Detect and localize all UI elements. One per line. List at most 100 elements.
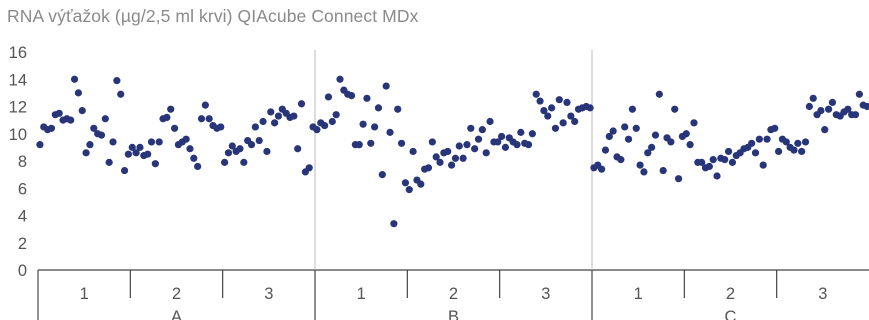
data-point <box>228 142 236 150</box>
data-point <box>186 145 194 153</box>
data-point <box>651 131 660 139</box>
data-point <box>136 143 144 151</box>
data-point <box>640 168 648 176</box>
data-point <box>259 117 267 126</box>
data-point <box>609 127 617 135</box>
data-point <box>482 149 490 157</box>
data-point <box>451 154 460 162</box>
data-point <box>863 102 869 111</box>
data-point <box>432 153 440 161</box>
data-point <box>494 138 502 146</box>
subgroup-label: 1 <box>634 285 643 303</box>
data-point <box>144 150 152 158</box>
data-point <box>70 75 79 83</box>
data-point <box>332 111 340 119</box>
data-point <box>844 105 852 113</box>
data-point <box>401 179 410 187</box>
data-point <box>855 90 863 98</box>
data-point <box>674 175 683 183</box>
data-point <box>124 150 133 158</box>
group-label: A <box>171 308 182 320</box>
data-point <box>436 158 444 166</box>
data-point <box>120 166 129 175</box>
data-point <box>555 96 563 104</box>
y-tick-label: 4 <box>18 208 27 226</box>
data-point <box>567 112 575 120</box>
data-point <box>759 161 767 169</box>
data-point <box>698 158 706 166</box>
data-point <box>290 112 298 120</box>
data-point <box>409 147 417 156</box>
data-point <box>347 92 356 100</box>
data-point <box>405 186 413 194</box>
data-point <box>447 161 456 169</box>
data-point <box>517 128 525 136</box>
y-tick-label: 2 <box>18 235 27 253</box>
data-point <box>117 90 125 98</box>
data-points <box>36 75 869 228</box>
group-label: C <box>725 308 737 320</box>
data-point <box>90 124 98 132</box>
data-point <box>224 149 233 157</box>
data-point <box>763 135 771 143</box>
data-point <box>197 115 206 123</box>
data-point <box>240 158 248 166</box>
data-point <box>382 82 390 90</box>
data-point <box>247 141 256 149</box>
data-point <box>682 130 690 138</box>
data-point <box>201 101 209 109</box>
data-point <box>667 138 675 146</box>
data-point <box>386 128 394 136</box>
data-point <box>748 139 756 147</box>
data-point <box>378 171 386 179</box>
data-point <box>205 115 213 123</box>
data-point <box>374 104 383 112</box>
data-point <box>305 164 313 172</box>
data-point <box>601 146 610 154</box>
subgroup-label: 2 <box>449 285 458 303</box>
data-point <box>67 116 75 124</box>
data-point <box>794 139 802 147</box>
data-point <box>444 147 452 156</box>
data-point <box>147 138 156 146</box>
data-point <box>709 156 717 164</box>
data-point <box>151 160 159 168</box>
data-point <box>478 126 486 134</box>
data-point <box>501 143 510 151</box>
group-label: B <box>448 308 459 320</box>
data-point <box>825 105 833 113</box>
data-point <box>728 158 737 166</box>
data-point <box>705 162 713 171</box>
data-point <box>817 106 825 115</box>
data-point <box>513 141 521 149</box>
data-point <box>182 135 190 143</box>
data-point <box>471 145 479 153</box>
data-point <box>540 106 548 115</box>
data-point <box>36 141 44 149</box>
y-tick-label: 10 <box>9 126 27 144</box>
data-point <box>771 124 779 132</box>
data-point <box>363 94 371 102</box>
chart-title: RNA výťažok (µg/2,5 ml krvi) QIAcube Con… <box>7 6 419 26</box>
data-point <box>724 147 733 156</box>
data-point <box>551 124 560 132</box>
data-point <box>194 162 202 171</box>
data-point <box>851 111 860 119</box>
data-point <box>267 108 275 116</box>
data-point <box>586 104 594 112</box>
data-point <box>497 132 506 141</box>
data-point <box>755 135 763 143</box>
data-point <box>297 100 306 108</box>
data-point <box>559 119 567 127</box>
data-point <box>474 135 483 143</box>
data-point <box>367 139 375 147</box>
data-point <box>528 130 536 138</box>
data-point <box>390 220 398 228</box>
subgroup-label: 2 <box>172 285 181 303</box>
data-point <box>536 97 544 105</box>
y-tick-label: 14 <box>9 71 27 89</box>
data-point <box>782 138 790 146</box>
data-point <box>805 102 813 111</box>
data-point <box>548 104 556 112</box>
data-point <box>821 126 829 134</box>
